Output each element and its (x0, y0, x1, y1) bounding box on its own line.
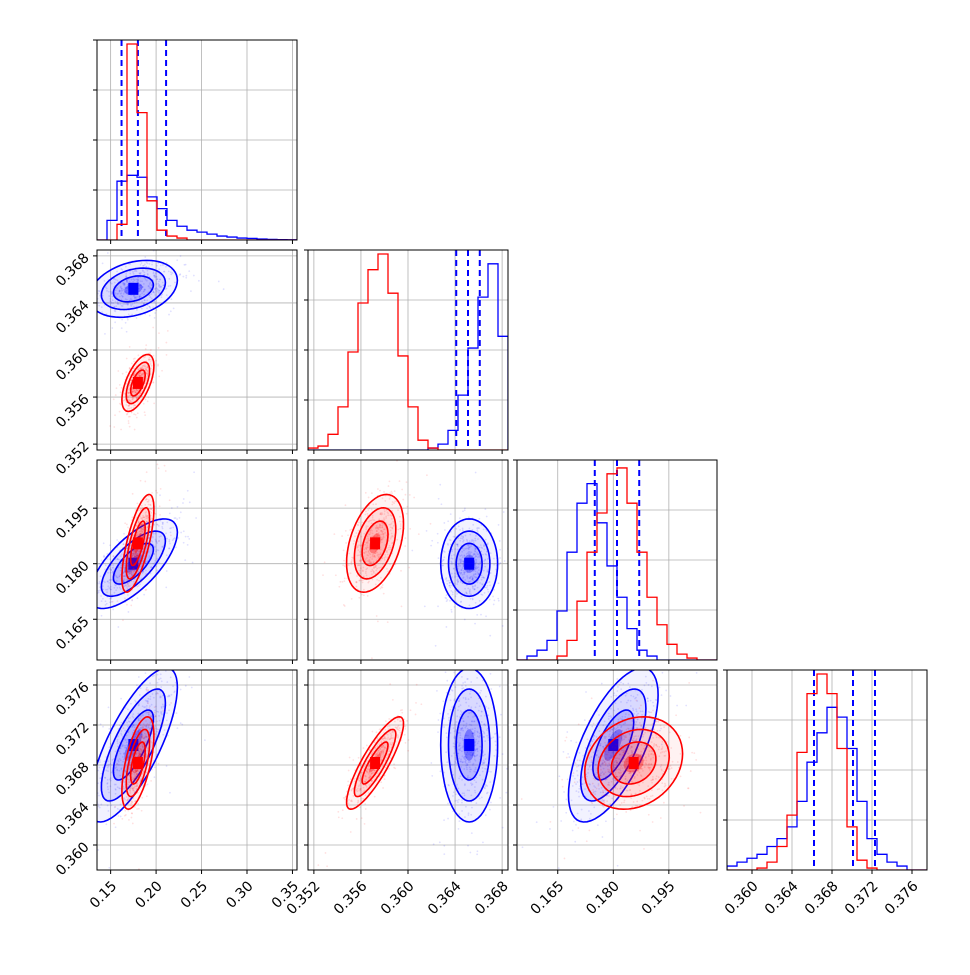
density-peak-2-0-1 (133, 537, 143, 549)
histogram-0-series-1 (97, 44, 297, 240)
x-tick-label-0-2: 0.25 (178, 878, 211, 911)
y-tick-label-3-2: 0.368 (53, 759, 93, 799)
density-peak-3-0-1 (133, 757, 143, 769)
x-tick-label-1-1: 0.356 (331, 878, 371, 918)
x-tick-label-0-3: 0.30 (223, 878, 256, 911)
panel-3-2 (500, 536, 717, 894)
density-peak-2-1-1 (370, 537, 380, 549)
density-peak-1-0-0 (128, 283, 138, 295)
y-tick-label-3-1: 0.364 (53, 799, 93, 839)
x-tick-label-1-2: 0.360 (378, 878, 418, 918)
panel-content-1-0 (4, 243, 225, 430)
panel-content-2-1 (322, 447, 530, 659)
y-tick-label-1-4: 0.368 (53, 250, 93, 290)
y-tick-label-1-3: 0.364 (53, 297, 93, 337)
panel-3-0 (41, 559, 297, 879)
panel-0-0 (93, 40, 297, 244)
y-tick-label-3-0: 0.360 (53, 839, 93, 879)
y-tick-label-1-0: 0.352 (53, 438, 93, 478)
density-peak-3-2-1 (629, 757, 639, 769)
x-tick-label-2-2: 0.195 (639, 878, 679, 918)
panel-2-1 (304, 447, 530, 664)
x-tick-label-0-0: 0.15 (87, 878, 120, 911)
x-tick-label-3-1: 0.364 (762, 878, 802, 918)
density-peak-2-1-0 (464, 558, 474, 570)
y-tick-label-2-2: 0.195 (53, 502, 93, 542)
panel-1-0 (4, 243, 297, 454)
panel-content-3-2 (500, 536, 710, 894)
x-tick-label-3-3: 0.372 (842, 878, 882, 918)
panel-2-0 (59, 438, 297, 696)
density-peak-1-0-1 (133, 377, 143, 389)
panel-3-3 (723, 670, 927, 874)
x-tick-label-1-4: 0.368 (472, 878, 512, 918)
x-tick-label-3-4: 0.376 (882, 878, 922, 918)
density-peak-3-1-0 (464, 739, 474, 751)
histogram-3-series-0 (727, 707, 927, 870)
y-tick-label-1-1: 0.356 (53, 391, 93, 431)
histogram-3-series-1 (727, 674, 927, 870)
x-tick-label-3-0: 0.360 (722, 878, 762, 918)
density-peak-3-1-1 (370, 757, 380, 769)
y-tick-label-2-0: 0.165 (53, 614, 93, 654)
y-tick-label-3-3: 0.372 (53, 719, 93, 759)
x-tick-label-0-1: 0.20 (132, 878, 165, 911)
x-tick-label-2-1: 0.180 (583, 878, 623, 918)
panel-2-2 (513, 460, 717, 664)
y-tick-label-2-1: 0.180 (53, 558, 93, 598)
panel-1-1 (304, 250, 508, 454)
x-tick-label-2-0: 0.165 (528, 878, 568, 918)
y-tick-label-1-2: 0.360 (53, 344, 93, 384)
y-tick-label-3-4: 0.376 (53, 679, 93, 719)
x-tick-label-3-2: 0.368 (802, 878, 842, 918)
x-tick-label-1-3: 0.364 (425, 878, 465, 918)
